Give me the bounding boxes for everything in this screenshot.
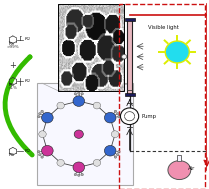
Text: Pump: Pump bbox=[141, 114, 156, 119]
Circle shape bbox=[118, 151, 120, 153]
Bar bbox=[119, 4, 205, 189]
Circle shape bbox=[111, 131, 119, 138]
Circle shape bbox=[42, 112, 53, 123]
Circle shape bbox=[93, 160, 101, 166]
Circle shape bbox=[74, 174, 77, 176]
Circle shape bbox=[39, 131, 46, 138]
Circle shape bbox=[114, 156, 117, 158]
Circle shape bbox=[41, 156, 43, 158]
Bar bbox=[37, 83, 133, 185]
Text: >99%: >99% bbox=[6, 45, 19, 49]
Circle shape bbox=[93, 102, 101, 109]
Text: +: + bbox=[9, 61, 16, 70]
Circle shape bbox=[37, 115, 40, 118]
Circle shape bbox=[116, 113, 119, 115]
Text: Air: Air bbox=[188, 166, 195, 171]
Text: $R_2$: $R_2$ bbox=[24, 77, 31, 85]
Circle shape bbox=[81, 93, 83, 95]
Circle shape bbox=[114, 110, 117, 112]
Circle shape bbox=[73, 162, 85, 173]
Bar bbox=[125, 93, 135, 96]
Text: $R_1$: $R_1$ bbox=[8, 152, 14, 159]
Circle shape bbox=[104, 146, 116, 156]
Text: $R_1$: $R_1$ bbox=[8, 82, 14, 89]
Circle shape bbox=[120, 108, 139, 125]
Text: Visible light: Visible light bbox=[148, 25, 179, 30]
Circle shape bbox=[165, 41, 189, 63]
Circle shape bbox=[118, 115, 120, 118]
Circle shape bbox=[57, 102, 64, 109]
Circle shape bbox=[42, 146, 53, 156]
Circle shape bbox=[78, 174, 80, 176]
Circle shape bbox=[37, 151, 40, 153]
Text: $R_2$: $R_2$ bbox=[24, 147, 31, 155]
Ellipse shape bbox=[168, 161, 191, 180]
Circle shape bbox=[57, 160, 64, 166]
Circle shape bbox=[74, 130, 83, 138]
Circle shape bbox=[39, 112, 41, 115]
Circle shape bbox=[73, 96, 85, 106]
Bar bbox=[58, 4, 124, 91]
Text: <1%: <1% bbox=[8, 86, 18, 90]
Bar bbox=[127, 19, 133, 95]
Text: $R_2$: $R_2$ bbox=[24, 36, 31, 43]
FancyArrowPatch shape bbox=[5, 57, 32, 155]
Text: $R_1$: $R_1$ bbox=[8, 40, 14, 48]
Circle shape bbox=[78, 92, 80, 94]
Circle shape bbox=[116, 153, 119, 156]
Circle shape bbox=[122, 54, 127, 59]
Bar bbox=[177, 155, 181, 161]
Circle shape bbox=[41, 110, 43, 112]
Circle shape bbox=[39, 153, 41, 156]
Circle shape bbox=[74, 93, 77, 95]
Circle shape bbox=[104, 112, 116, 123]
Bar bbox=[125, 18, 135, 21]
Circle shape bbox=[81, 174, 83, 176]
